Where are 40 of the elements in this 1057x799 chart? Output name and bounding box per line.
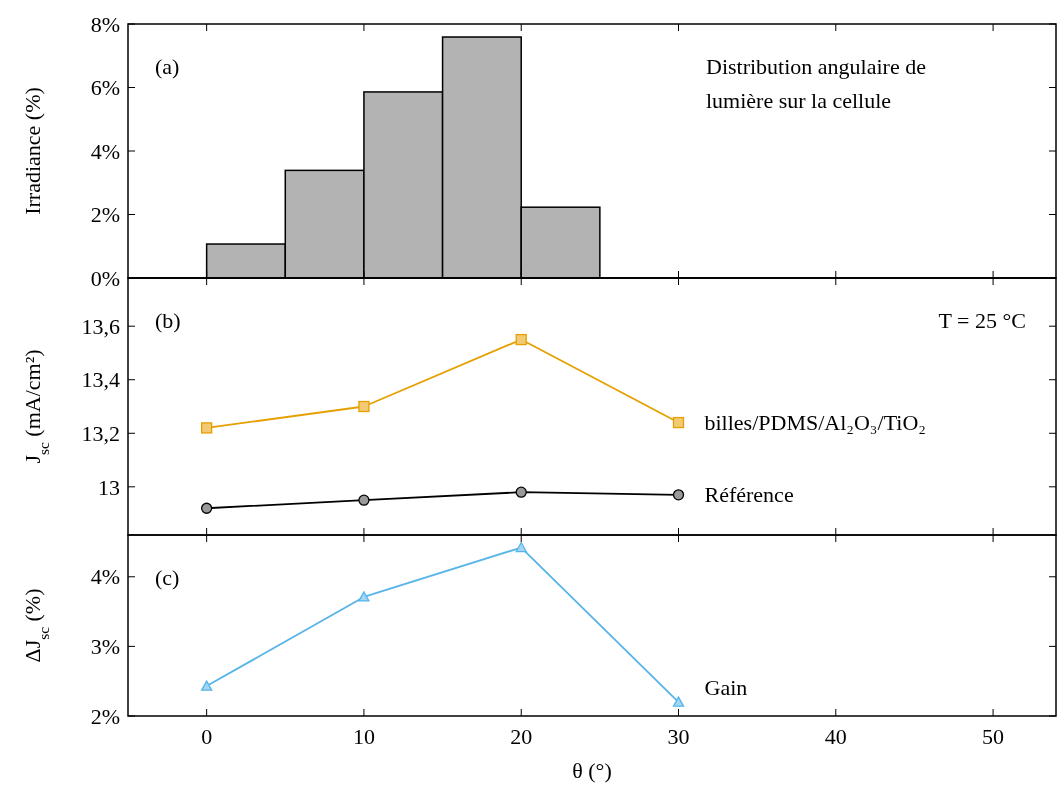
y-axis-title: Irradiance (%) [20, 87, 45, 215]
point [358, 400, 370, 413]
point [672, 696, 685, 707]
x-tick-label: 50 [982, 724, 1005, 749]
y-tick-label: 13,6 [81, 313, 120, 339]
y-tick-label: 2% [90, 703, 120, 729]
y-tick-label: 4% [90, 564, 120, 590]
y-tick-label: 13 [98, 474, 120, 500]
point [358, 494, 370, 506]
y-tick-label: 6% [90, 75, 120, 101]
annotation: T = 25 °C [938, 308, 1026, 333]
point [358, 591, 370, 602]
annotation: (b) [155, 308, 181, 333]
y-tick-label: 0% [90, 265, 120, 291]
x-axis-title: θ (°) [572, 758, 612, 783]
x-tick-label: 20 [510, 724, 533, 749]
annotation: (c) [155, 565, 180, 590]
x-tick-label: 40 [824, 724, 847, 749]
y-tick-label: 2% [90, 202, 120, 228]
point [200, 502, 213, 514]
series-label: Référence [704, 481, 794, 507]
annotation: Distribution angulaire de lumière sur la cellule [706, 54, 926, 113]
annotation: (a) [155, 54, 180, 79]
point [515, 541, 527, 553]
x-tick-label: 30 [667, 724, 690, 749]
y-tick-label: 4% [90, 138, 120, 164]
x-tick-label: 10 [352, 724, 375, 749]
point [672, 416, 685, 429]
x-tick-label: 0 [201, 724, 213, 749]
series-label: billes/PDMS/Al₂O₃/TiO₂ [704, 409, 926, 435]
point [515, 486, 527, 498]
point [672, 489, 685, 501]
point [515, 333, 527, 346]
y-tick-label: 3% [90, 634, 120, 660]
y-tick-label: 13,4 [81, 367, 120, 393]
point [200, 422, 213, 434]
point [200, 680, 213, 691]
y-tick-label: 8% [90, 11, 120, 37]
y-tick-label: 13,2 [81, 420, 120, 446]
series-label: Gain [704, 675, 748, 701]
